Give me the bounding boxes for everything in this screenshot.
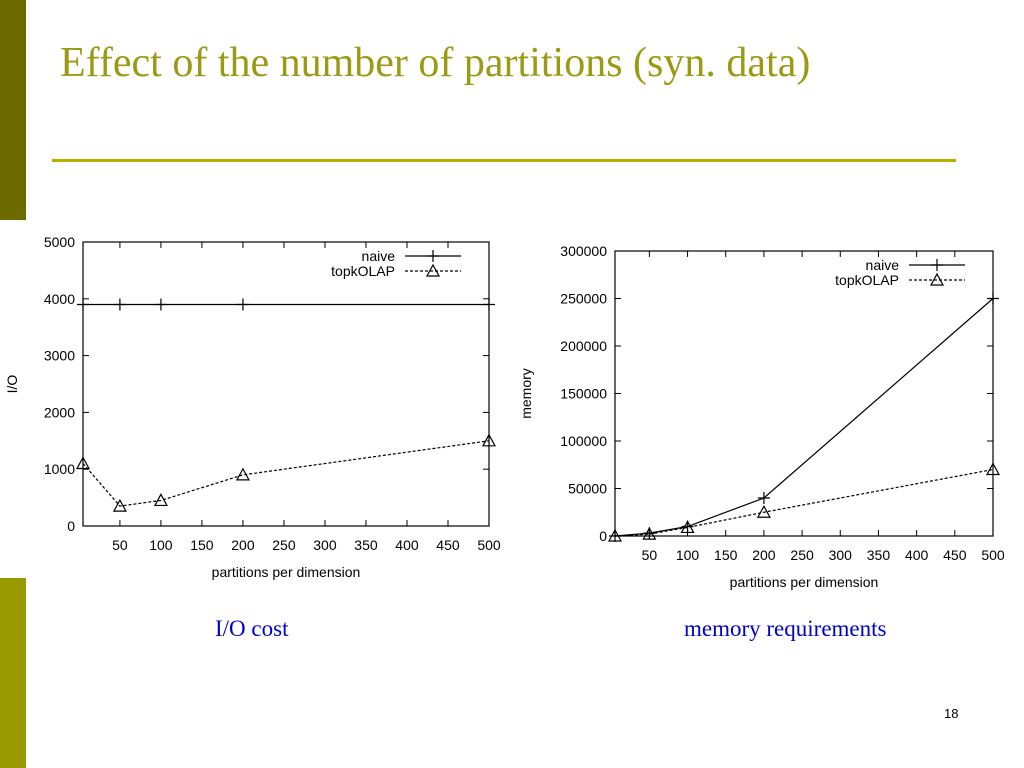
- io-x-tick-label: 500: [477, 537, 501, 553]
- mem-y-tick-label: 0: [599, 528, 607, 544]
- accent-bar-bottom: [0, 578, 26, 768]
- io-y-tick-label: 5000: [44, 234, 75, 250]
- io-x-tick-label: 350: [354, 537, 378, 553]
- mem-x-tick-label: 400: [905, 547, 929, 563]
- mem-x-tick-label: 150: [714, 547, 738, 563]
- io-series-naive-point: [77, 298, 89, 311]
- memory-caption: memory requirements: [684, 616, 887, 641]
- io-series-topkOLAP-point: [112, 498, 127, 512]
- mem-series-topkOLAP-point: [680, 520, 695, 534]
- io-y-tick-label: 3000: [44, 348, 75, 364]
- io-legend-label: naive: [362, 248, 396, 264]
- mem-series-topkOLAP-point: [756, 504, 771, 518]
- io-series-topkOLAP-point: [235, 467, 250, 481]
- mem-legend-label: topkOLAP: [835, 272, 899, 288]
- accent-bar-top: [0, 0, 26, 220]
- io-x-tick-label: 250: [272, 537, 296, 553]
- io-y-axis-label: I/O: [4, 375, 20, 394]
- io-x-tick-label: 150: [190, 537, 214, 553]
- io-x-tick-label: 450: [436, 537, 460, 553]
- mem-y-tick-label: 150000: [560, 386, 607, 402]
- io-x-tick-label: 400: [395, 537, 419, 553]
- mem-series-topkOLAP-point: [607, 528, 623, 542]
- io-y-tick-label: 2000: [44, 404, 75, 420]
- title-divider: [52, 159, 956, 162]
- io-x-tick-label: 300: [313, 537, 337, 553]
- io-x-axis-label: partitions per dimension: [212, 564, 361, 580]
- io-series-topkOLAP-point: [75, 456, 91, 470]
- io-series-topkOLAP-point: [481, 433, 497, 447]
- mem-y-tick-label: 100000: [560, 433, 607, 449]
- io-series-naive-point: [483, 298, 495, 311]
- mem-series-naive-point: [987, 292, 999, 305]
- io-series-naive-point: [154, 298, 167, 311]
- io-legend-marker: [425, 263, 441, 277]
- io-cost-caption: I/O cost: [215, 616, 289, 641]
- mem-x-tick-label: 350: [867, 547, 891, 563]
- io-series-topkOLAP-line: [82, 440, 490, 507]
- io-series-topkOLAP-point: [153, 493, 168, 507]
- mem-x-tick-label: 300: [829, 547, 853, 563]
- mem-x-tick-label: 200: [752, 547, 776, 563]
- io-y-tick-label: 1000: [44, 461, 75, 477]
- mem-y-tick-label: 200000: [560, 338, 607, 354]
- io-x-tick-label: 50: [112, 537, 128, 553]
- io-series-naive-point: [113, 298, 126, 311]
- page-number: 18: [944, 706, 959, 721]
- io-plot-frame: [82, 241, 490, 527]
- mem-y-tick-label: 300000: [560, 243, 607, 259]
- io-x-tick-label: 100: [149, 537, 173, 553]
- mem-plot-frame: [614, 250, 994, 537]
- mem-x-axis-label: partitions per dimension: [730, 574, 879, 590]
- io-y-tick-label: 0: [67, 518, 75, 534]
- mem-y-tick-label: 250000: [560, 291, 607, 307]
- mem-x-tick-label: 450: [943, 547, 967, 563]
- mem-legend-marker: [931, 259, 943, 271]
- mem-y-axis-label: memory: [518, 368, 534, 419]
- mem-x-tick-label: 500: [981, 547, 1005, 563]
- io-x-tick-label: 200: [231, 537, 255, 553]
- io-series-naive-point: [236, 298, 249, 311]
- mem-series-topkOLAP-point: [642, 526, 657, 540]
- mem-series-topkOLAP-point: [985, 462, 1001, 476]
- io-y-tick-label: 4000: [44, 291, 75, 307]
- mem-x-tick-label: 250: [790, 547, 814, 563]
- mem-series-naive-line: [614, 298, 994, 537]
- mem-x-tick-label: 50: [642, 547, 658, 563]
- mem-series-topkOLAP-line: [614, 468, 994, 537]
- mem-series-naive-point: [757, 492, 770, 504]
- slide-title: Effect of the number of partitions (syn.…: [60, 40, 811, 86]
- mem-x-tick-label: 100: [676, 547, 700, 563]
- mem-y-tick-label: 50000: [568, 481, 607, 497]
- io-legend-marker: [427, 250, 439, 262]
- io-legend-label: topkOLAP: [331, 263, 395, 279]
- mem-legend-label: naive: [866, 257, 900, 273]
- mem-legend-marker: [929, 272, 945, 286]
